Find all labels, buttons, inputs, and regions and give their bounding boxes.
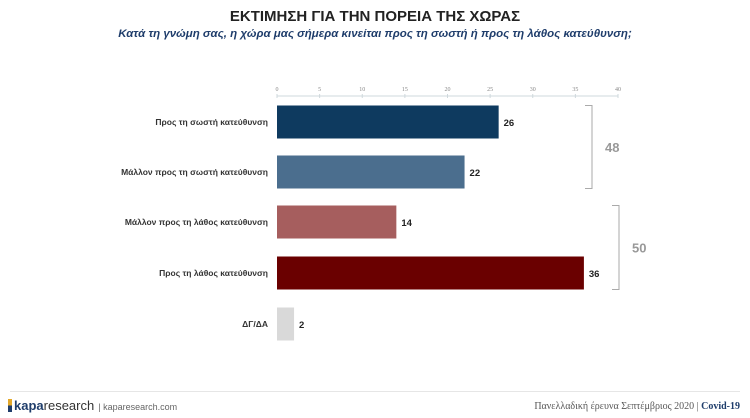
data-label: 36 — [589, 269, 600, 280]
logo-mark-icon — [8, 399, 12, 412]
logo-bold: kapa — [14, 398, 44, 413]
group-total-label: 50 — [632, 241, 646, 256]
x-tick-label: 15 — [402, 87, 408, 93]
x-tick-label: 0 — [276, 87, 279, 93]
survey-note-text: Πανελλαδική έρευνα Σεπτέμβριος 2020 — [534, 401, 695, 412]
site-link[interactable]: | kaparesearch.com — [98, 402, 178, 412]
bar-chart: 0 5 10 15 20 25 30 35 40 Προς τη σωστή κατεύθυνση… — [121, 87, 646, 341]
category-label: Μάλλον προς τη σωστή κατεύθυνση — [121, 167, 268, 177]
data-label: 2 — [299, 320, 304, 331]
bar — [277, 256, 584, 290]
data-label: 22 — [470, 168, 481, 179]
chart-title: ΕΚΤΙΜΗΣΗ ΓΙΑ ΤΗΝ ΠΟΡΕΙΑ ΤΗΣ ΧΩΡΑΣ — [229, 8, 521, 25]
footer-divider — [10, 391, 740, 392]
x-tick-label: 30 — [530, 87, 536, 93]
category-label: ΔΓ/ΔΑ — [242, 319, 268, 329]
data-label: 26 — [504, 118, 515, 129]
survey-tag: Covid-19 — [701, 401, 740, 412]
x-tick-label: 5 — [318, 87, 321, 93]
survey-note: Πανελλαδική έρευνα Σεπτέμβριος 2020 | Co… — [534, 401, 740, 412]
bar — [277, 105, 499, 139]
group-bracket — [585, 105, 593, 189]
category-label: Προς τη σωστή κατεύθυνση — [155, 117, 268, 127]
x-tick-label: 25 — [487, 87, 493, 93]
group-total-label: 48 — [605, 140, 619, 155]
bar — [277, 307, 295, 341]
group-bracket — [612, 205, 620, 290]
x-tick-label: 35 — [572, 87, 578, 93]
x-tick-label: 40 — [615, 87, 621, 93]
site-text: kaparesearch.com — [103, 402, 178, 412]
data-label: 14 — [401, 218, 412, 229]
category-label: Προς τη λάθος κατεύθυνση — [159, 268, 268, 278]
category-label: Μάλλον προς τη λάθος κατεύθυνση — [125, 217, 268, 227]
bar — [277, 205, 397, 239]
x-tick-label: 10 — [359, 87, 365, 93]
bar — [277, 155, 465, 189]
chart-subtitle: Κατά τη γνώμη σας, η χώρα μας σήμερα κιν… — [118, 28, 632, 40]
x-tick-label: 20 — [445, 87, 451, 93]
logo-light: research — [43, 398, 95, 413]
brand-logo: kaparesearch | kaparesearch.com — [8, 398, 177, 413]
